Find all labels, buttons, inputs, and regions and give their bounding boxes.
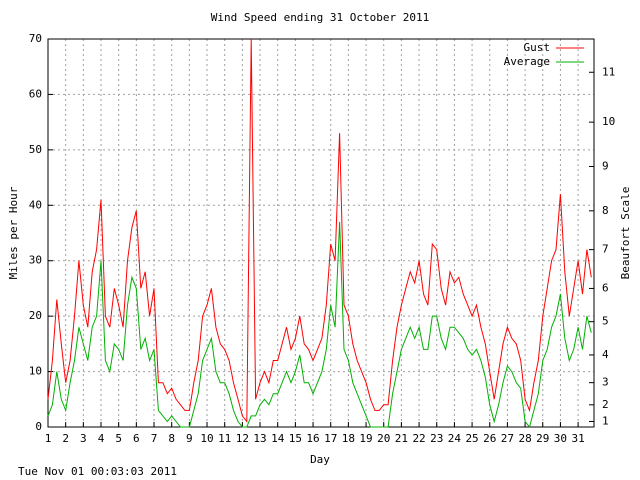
x-tick-label: 28 bbox=[518, 432, 531, 445]
x-tick-label: 4 bbox=[98, 432, 105, 445]
y2-tick-label: 2 bbox=[602, 398, 609, 411]
x-axis-label: Day bbox=[310, 453, 330, 466]
y-tick-label: 50 bbox=[29, 143, 42, 156]
y-tick-label: 0 bbox=[35, 420, 42, 433]
y2-axis-label: Beaufort Scale bbox=[619, 187, 632, 280]
y-tick-label: 20 bbox=[29, 309, 42, 322]
y2-tick-label: 4 bbox=[602, 348, 609, 361]
y2-tick-label: 5 bbox=[602, 315, 609, 328]
series-line bbox=[47, 221, 592, 429]
x-tick-label: 27 bbox=[501, 432, 514, 445]
y2-tick-label: 9 bbox=[602, 159, 609, 172]
chart-title: Wind Speed ending 31 October 2011 bbox=[211, 11, 430, 24]
x-tick-label: 14 bbox=[271, 432, 285, 445]
y2-tick-label: 1 bbox=[602, 414, 609, 427]
x-tick-label: 9 bbox=[186, 432, 193, 445]
plot-border bbox=[47, 38, 595, 428]
x-tick-label: 13 bbox=[253, 432, 266, 445]
footer: Tue Nov 01 00:03:03 2011 bbox=[18, 465, 177, 478]
x-tick-label: 12 bbox=[236, 432, 249, 445]
x-tick-label: 1 bbox=[45, 432, 52, 445]
x-tick-label: 25 bbox=[465, 432, 478, 445]
x-tick-label: 29 bbox=[536, 432, 549, 445]
x-tick-label: 2 bbox=[62, 432, 69, 445]
x-tick-label: 23 bbox=[430, 432, 443, 445]
y2-tick-label: 7 bbox=[602, 243, 609, 256]
x-tick-label: 15 bbox=[289, 432, 302, 445]
x-tick-label: 17 bbox=[324, 432, 337, 445]
x-tick-label: 24 bbox=[448, 432, 462, 445]
x-tick-label: 16 bbox=[306, 432, 319, 445]
x-tick-label: 30 bbox=[554, 432, 567, 445]
series-line bbox=[47, 38, 592, 423]
y2-tick-label: 3 bbox=[602, 376, 609, 389]
y2-tick-label: 8 bbox=[602, 204, 609, 217]
x-tick-label: 18 bbox=[342, 432, 355, 445]
y-tick-label: 60 bbox=[29, 87, 42, 100]
legend-label: Gust bbox=[524, 41, 551, 54]
x-tick-label: 8 bbox=[168, 432, 175, 445]
y-tick-label: 30 bbox=[29, 254, 42, 267]
x-tick-label: 5 bbox=[115, 432, 122, 445]
x-tick-label: 6 bbox=[133, 432, 140, 445]
x-tick-label: 19 bbox=[359, 432, 372, 445]
y-tick-label: 70 bbox=[29, 32, 42, 45]
y2-tick-label: 10 bbox=[602, 115, 615, 128]
legend-label: Average bbox=[504, 55, 550, 68]
y-tick-label: 10 bbox=[29, 365, 42, 378]
x-tick-label: 3 bbox=[80, 432, 87, 445]
x-tick-label: 31 bbox=[571, 432, 584, 445]
y-tick-label: 40 bbox=[29, 198, 42, 211]
y2-tick-label: 6 bbox=[602, 281, 609, 294]
x-tick-label: 11 bbox=[218, 432, 231, 445]
x-tick-label: 20 bbox=[377, 432, 390, 445]
x-tick-label: 21 bbox=[395, 432, 408, 445]
x-tick-label: 7 bbox=[151, 432, 158, 445]
y-axis-label: Miles per Hour bbox=[7, 186, 20, 279]
x-tick-label: 22 bbox=[412, 432, 425, 445]
y2-tick-label: 11 bbox=[602, 65, 615, 78]
x-tick-label: 10 bbox=[200, 432, 213, 445]
x-tick-label: 26 bbox=[483, 432, 496, 445]
